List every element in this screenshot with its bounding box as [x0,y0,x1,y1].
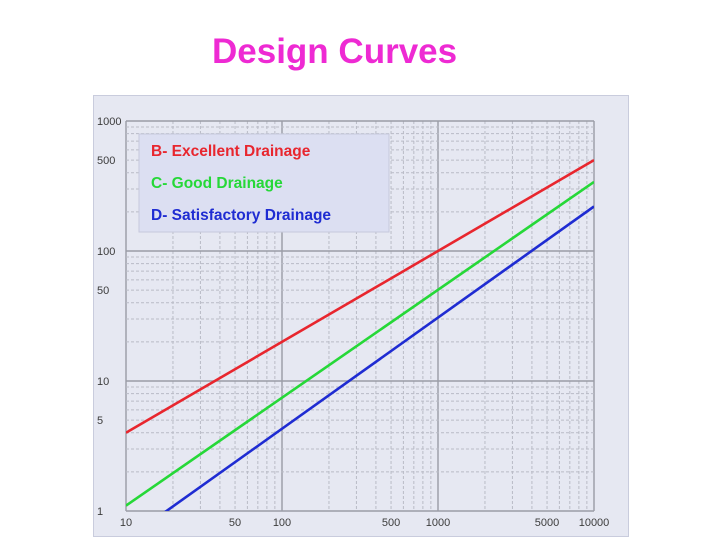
series-line-d [164,205,594,511]
x-tick-label: 500 [382,517,400,529]
y-tick-label: 50 [97,285,109,297]
chart-panel: 10 50 100 500 1000 5000 10000 1 5 10 50 100 500 1000 … [93,95,629,537]
design-curves-chart: 10 50 100 500 1000 5000 100001510501005001000 … [97,116,609,529]
x-tick-label: 1000 [426,517,450,529]
y-tick-label: 1000 [97,116,121,128]
y-tick-label: 500 [97,155,115,167]
slide-title: Design Curves [212,32,458,71]
legend-entry: D- Satisfactory Drainage [151,207,331,224]
tick-layer: 10 50 100 500 1000 5000 10000 1 5 10 50 100 500 1000 [97,116,609,529]
y-tick-label: 10 [97,376,109,388]
legend-entry: B- Excellent Drainage [151,143,311,160]
series-line-b [126,159,594,434]
y-tick-label: 100 [97,246,115,258]
x-tick-label: 100 [273,517,291,529]
series-layer [126,159,594,511]
x-tick-label: 50 [229,517,241,529]
x-tick-label: 5000 [535,517,559,529]
legend-entry: C- Good Drainage [151,175,283,192]
legend-box [138,133,390,233]
legend: B- Excellent Drainage C- Good Drainage D- … [138,133,390,233]
y-tick-label: 5 [97,415,103,427]
x-tick-label: 10 [120,517,132,529]
x-tick-label: 10000 [579,517,610,529]
series-line-c [126,180,594,507]
y-tick-label: 1 [97,506,103,518]
